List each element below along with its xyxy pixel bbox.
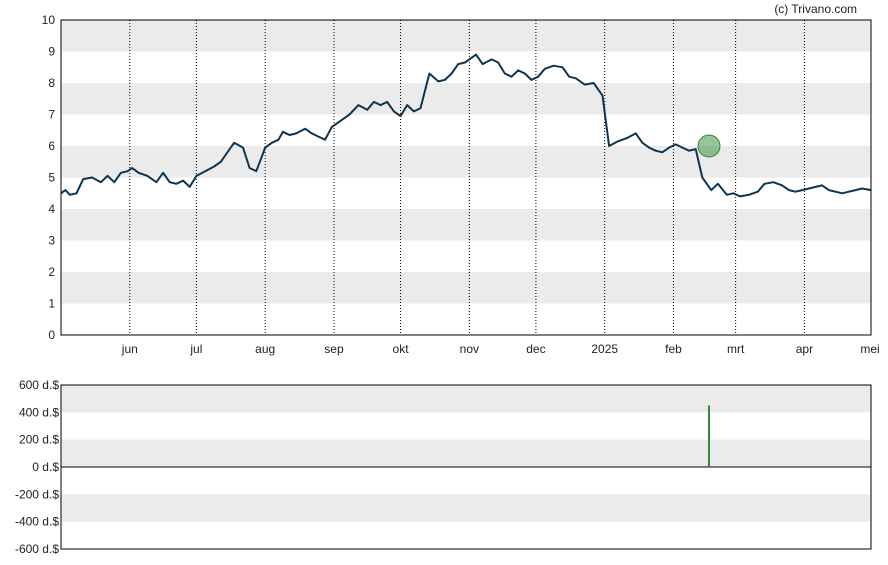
y-tick-label: -200 d.$: [15, 487, 59, 501]
grid-band: [61, 385, 871, 413]
y-tick-label: 200 d.$: [19, 433, 59, 447]
y-tick-label: 3: [48, 234, 55, 248]
event-marker: [697, 134, 721, 158]
y-tick-label: 10: [42, 13, 56, 27]
y-tick-label: 400 d.$: [19, 405, 59, 419]
plot-frame: [60, 19, 872, 336]
y-tick-label: 7: [48, 108, 55, 122]
y-tick-label: -600 d.$: [15, 542, 59, 556]
y-tick-label: 9: [48, 45, 55, 59]
x-tick-label: aug: [255, 342, 275, 356]
price-series-line: [60, 53, 872, 198]
y-tick-label: 0: [48, 328, 55, 342]
grid-band: [61, 439, 871, 467]
volume-chart: 600 d.$ 400 d.$ 200 d.$ 0 d.$ -200 d.$ -400 d…: [15, 378, 872, 556]
x-tick-label: jul: [189, 342, 202, 356]
grid-band: [61, 494, 871, 522]
y-tick-label: 6: [48, 139, 55, 153]
x-tick-label: sep: [324, 342, 344, 356]
y-tick-label: 5: [48, 171, 55, 185]
grid-band: [61, 146, 871, 178]
x-tick-label: apr: [796, 342, 813, 356]
grid-band: [61, 83, 871, 115]
y-tick-label: 2: [48, 265, 55, 279]
plot-frame: [60, 384, 872, 550]
grid-band: [61, 272, 871, 304]
y-tick-label: 1: [48, 297, 55, 311]
y-tick-label: 4: [48, 202, 55, 216]
x-tick-label: jun: [121, 342, 138, 356]
y-tick-label: 0 d.$: [32, 460, 59, 474]
y-tick-label: 600 d.$: [19, 378, 59, 392]
x-tick-label: mrt: [727, 342, 745, 356]
x-tick-label: okt: [393, 342, 410, 356]
y-tick-label: 8: [48, 76, 55, 90]
x-tick-label: mei: [860, 342, 879, 356]
credit-label: (c) Trivano.com: [774, 2, 857, 16]
x-tick-label: 2025: [591, 342, 618, 356]
x-tick-label: dec: [526, 342, 545, 356]
x-tick-label: nov: [460, 342, 479, 356]
price-chart: 0 1 2 3 4 5 6 7 8 9 10 jun jul aug sep okt nov dec 2025 feb…: [42, 13, 880, 356]
x-tick-label: feb: [665, 342, 682, 356]
y-tick-label: -400 d.$: [15, 515, 59, 529]
grid-band: [61, 20, 871, 52]
grid-band: [61, 209, 871, 241]
